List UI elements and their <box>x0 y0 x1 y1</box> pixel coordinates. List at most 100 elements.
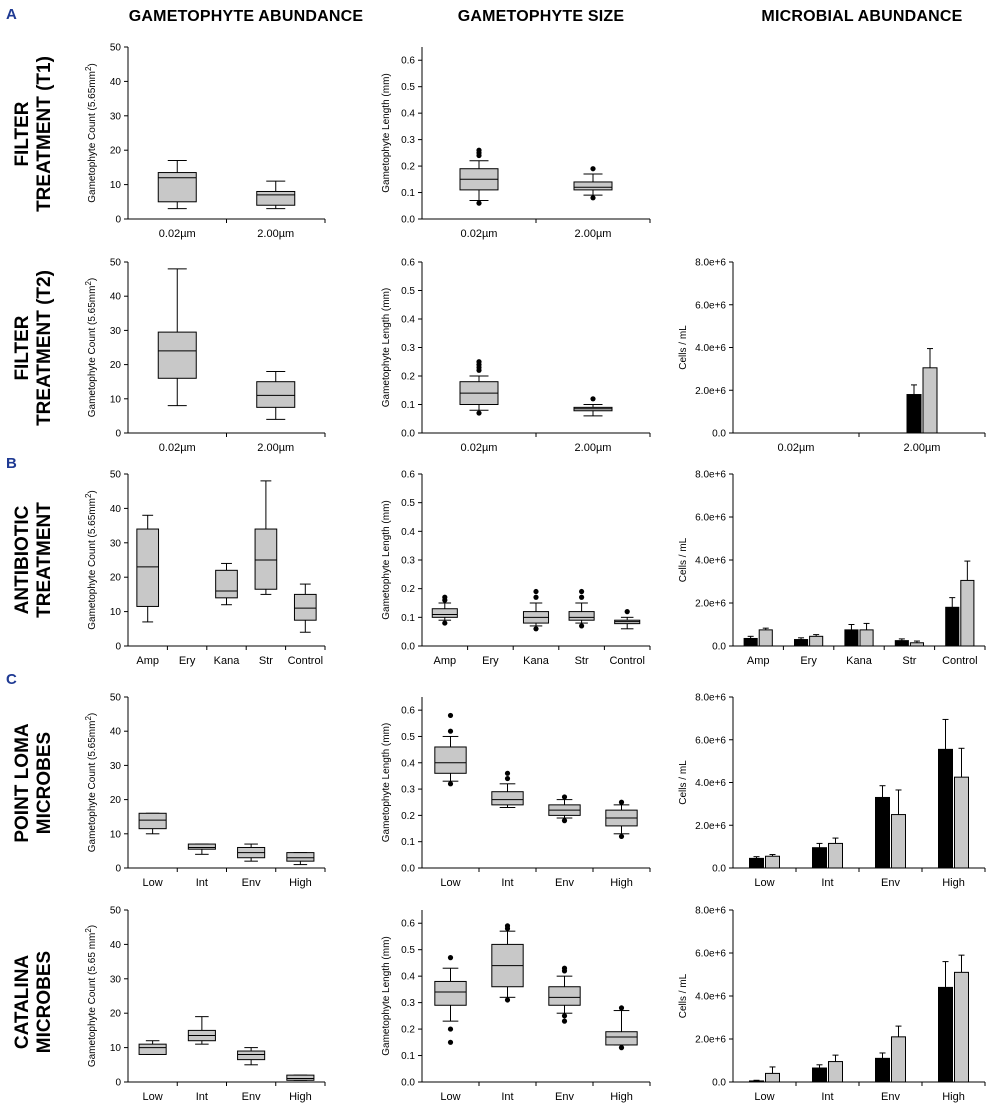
category-label: Amp <box>433 655 456 667</box>
y-tick-label: 6.0e+6 <box>695 513 726 524</box>
outlier-point <box>561 1013 568 1019</box>
box-Str <box>254 480 278 595</box>
svg-text:CATALINA: CATALINA <box>12 955 33 1050</box>
y-tick-label: 8.0e+6 <box>695 906 726 917</box>
y-tick-label: 0.5 <box>401 945 415 956</box>
y-tick-label: 0.4 <box>401 315 415 326</box>
y-tick-label: 10 <box>110 607 122 618</box>
box-High <box>286 1074 315 1081</box>
box-High <box>286 852 315 866</box>
y-axis-label: Gametophyte Count (5.65mm2) <box>84 278 99 418</box>
y-tick-label: 0 <box>115 429 121 440</box>
y-axis-label: Gametophyte Count (5.65mm2) <box>84 63 99 203</box>
bar-black <box>749 857 764 869</box>
box-Env <box>237 1047 266 1066</box>
outlier-point <box>561 794 568 800</box>
y-tick-label: 0.6 <box>401 258 415 269</box>
column-title-size: GAMETOPHYTE SIZE <box>458 8 625 25</box>
outlier-point <box>618 1005 625 1011</box>
bar-black <box>894 640 909 647</box>
category-label: 0.02µm <box>159 442 196 454</box>
category-label: Control <box>942 655 977 667</box>
outlier-point <box>447 955 454 961</box>
category-label: High <box>610 1091 633 1103</box>
row-title-filter-t2: FILTER TREATMENT (T2) <box>12 270 55 426</box>
chart-micro_cat: 0.0 2.0e+6 4.0e+6 6.0e+6 8.0e+6 Cells / mL Low… <box>678 906 986 1103</box>
outlier-point <box>590 396 596 402</box>
svg-text:TREATMENT: TREATMENT <box>34 502 55 618</box>
outlier-point <box>476 200 482 206</box>
outlier-point <box>579 594 585 600</box>
outlier-point <box>476 410 482 416</box>
category-label: Str <box>575 655 589 667</box>
category-label: Env <box>555 877 574 889</box>
box-Int <box>187 843 216 855</box>
box-High <box>605 799 638 840</box>
y-tick-label: 0 <box>115 864 121 875</box>
y-tick-label: 30 <box>110 538 122 549</box>
bar-black <box>938 748 953 869</box>
y-tick-label: 0.0 <box>401 215 415 226</box>
y-tick-label: 50 <box>110 258 122 269</box>
outlier-point <box>442 620 448 626</box>
chart-micro_t2: 0.0 2.0e+6 4.0e+6 6.0e+6 8.0e+6 Cells / mL 0.0… <box>678 258 986 454</box>
category-label: Env <box>555 1091 574 1103</box>
bar-grey <box>909 642 925 647</box>
y-tick-label: 30 <box>110 326 122 337</box>
y-axis-label: Cells / mL <box>678 973 689 1018</box>
y-tick-label: 0.6 <box>401 56 415 67</box>
box-2.00µm <box>573 396 613 417</box>
y-tick-label: 0.1 <box>401 613 415 624</box>
y-tick-label: 4.0e+6 <box>695 778 726 789</box>
category-label: High <box>942 877 965 889</box>
category-label: 0.02µm <box>778 442 815 454</box>
y-tick-label: 2.0e+6 <box>695 821 726 832</box>
bar-grey <box>765 1072 780 1083</box>
category-label: 2.00µm <box>257 442 294 454</box>
box-iqr <box>573 181 613 191</box>
y-tick-label: 4.0e+6 <box>695 556 726 567</box>
box-iqr <box>187 843 216 850</box>
y-tick-label: 0.3 <box>401 343 415 354</box>
y-tick-label: 0.2 <box>401 811 415 822</box>
y-tick-label: 0.1 <box>401 1051 415 1062</box>
y-tick-label: 40 <box>110 504 122 515</box>
bar-grey <box>765 855 780 869</box>
box-iqr <box>256 381 296 408</box>
box-2.00µm <box>256 370 296 420</box>
box-Str <box>568 588 595 629</box>
category-label: Low <box>754 1091 774 1103</box>
y-tick-label: 4.0e+6 <box>695 343 726 354</box>
y-tick-label: 0.2 <box>401 584 415 595</box>
category-label: Ery <box>800 655 817 667</box>
category-label: Env <box>242 877 261 889</box>
y-tick-label: 0.5 <box>401 732 415 743</box>
category-label: Low <box>143 877 163 889</box>
outlier-point <box>447 1026 454 1032</box>
category-label: 2.00µm <box>257 228 294 240</box>
y-tick-label: 2.0e+6 <box>695 386 726 397</box>
category-label: Int <box>821 1091 833 1103</box>
y-axis-label: Gametophyte Length (mm) <box>381 73 392 193</box>
y-tick-label: 50 <box>110 470 122 481</box>
y-tick-label: 10 <box>110 394 122 405</box>
y-tick-label: 0.6 <box>401 919 415 930</box>
box-Low <box>138 1040 167 1055</box>
outlier-point <box>476 147 482 153</box>
box-Env <box>237 843 266 862</box>
y-tick-label: 0.5 <box>401 498 415 509</box>
chart-abund_t2: 0 10 20 30 40 50 Gametophyte Count (5.65mm2) 0.… <box>84 258 326 454</box>
y-tick-label: 2.0e+6 <box>695 1035 726 1046</box>
outlier-point <box>618 799 625 805</box>
category-label: 0.02µm <box>461 442 498 454</box>
box-2.00µm <box>573 166 613 201</box>
y-tick-label: 30 <box>110 974 122 985</box>
chart-size_cat: 0.0 0.1 0.2 0.3 0.4 0.5 0.6 Gametophyte Length … <box>381 910 651 1103</box>
y-tick-label: 20 <box>110 573 122 584</box>
category-label: 2.00µm <box>575 442 612 454</box>
column-title-microbial: MICROBIAL ABUNDANCE <box>761 8 962 25</box>
bar-grey <box>859 629 874 647</box>
box-Control <box>293 583 317 633</box>
y-tick-label: 6.0e+6 <box>695 949 726 960</box>
y-tick-label: 40 <box>110 940 122 951</box>
